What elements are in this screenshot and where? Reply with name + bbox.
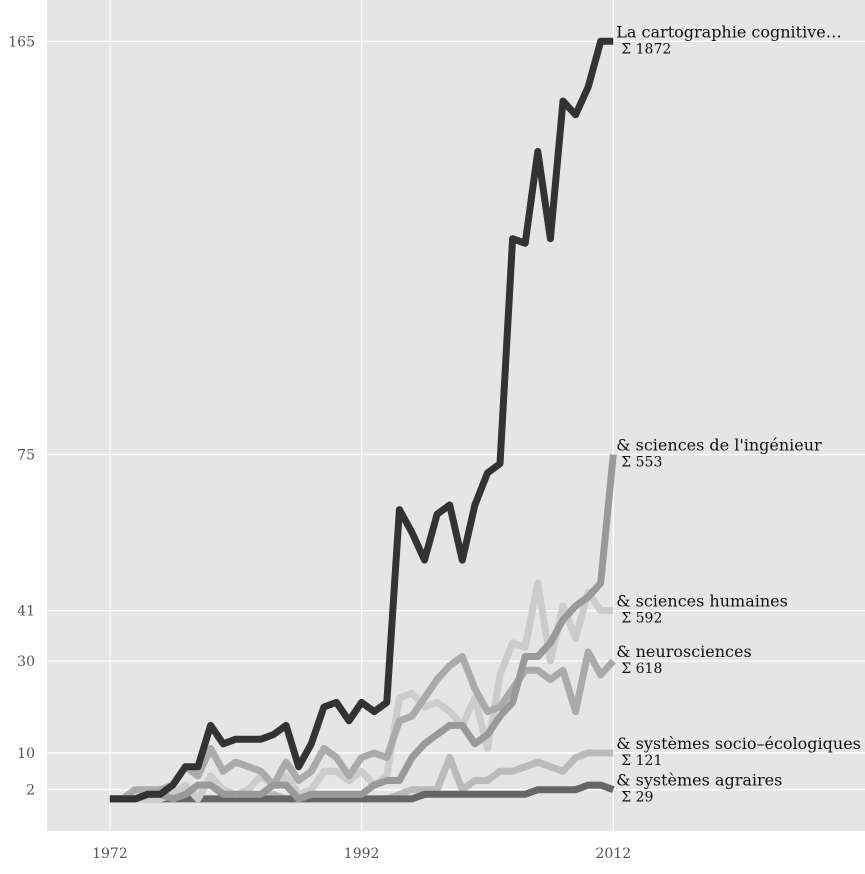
- series-total-label: Σ 618: [621, 661, 662, 677]
- series-total-label: Σ 29: [621, 790, 653, 806]
- series-line: [109, 648, 616, 803]
- series-line: [109, 579, 614, 803]
- series-line: [109, 37, 614, 803]
- series-labels: La cartographie cognitive…Σ 1872 & scienc…: [616, 22, 861, 805]
- series-lines: [109, 37, 617, 803]
- plot-background: [47, 0, 865, 831]
- series-total-label: Σ 592: [621, 611, 662, 627]
- x-tick-label: 2012: [595, 846, 631, 862]
- y-tick-label: 75: [17, 448, 35, 464]
- series-name-label: & sciences de l'ingénieur: [616, 436, 822, 455]
- series-name-label: & systèmes agraires: [616, 771, 782, 790]
- x-tick-label: 1972: [92, 846, 128, 862]
- x-tick-label: 1992: [344, 846, 380, 862]
- y-tick-label: 165: [8, 34, 35, 50]
- y-tick-label: 41: [17, 604, 35, 620]
- y-tick-label: 10: [17, 746, 35, 762]
- y-tick-label: 2: [26, 783, 35, 799]
- series-total-label: Σ 121: [621, 753, 662, 769]
- y-axis-tick-labels: 2 10 30 41 75 165: [8, 34, 35, 798]
- series-name-label: La cartographie cognitive…: [616, 22, 841, 41]
- series-name-label: & sciences humaines: [616, 592, 788, 611]
- grid-lines: [47, 0, 865, 831]
- x-axis-tick-labels: 1972 1992 2012: [92, 846, 631, 862]
- series-total-label: Σ 1872: [621, 41, 671, 57]
- series-name-label: & neurosciences: [616, 642, 751, 661]
- series-line: [109, 454, 617, 803]
- series-total-label: Σ 553: [621, 455, 662, 471]
- series-name-label: & systèmes socio–écologiques: [616, 734, 861, 753]
- y-tick-label: 30: [17, 654, 35, 670]
